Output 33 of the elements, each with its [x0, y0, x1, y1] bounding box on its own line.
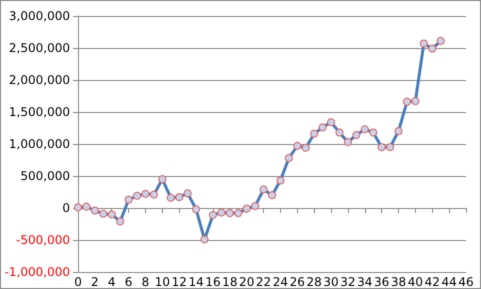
y-tick-label: 2,500,000 [8, 41, 70, 55]
x-tick-label: 42 [424, 275, 440, 289]
x-tick-label: 12 [172, 275, 187, 289]
x-tick-label: 36 [374, 275, 390, 289]
x-tick-label: 26 [290, 275, 305, 289]
x-tick-label: 40 [408, 275, 424, 289]
y-tick-label: -1,000,000 [4, 265, 70, 279]
x-tick-label: 18 [222, 275, 238, 289]
y-tick-label: 2,000,000 [8, 73, 70, 87]
x-tick-label: 44 [441, 275, 457, 289]
y-tick-label: 3,000,000 [8, 9, 70, 23]
x-tick-label: 46 [458, 275, 474, 289]
x-tick-label: 4 [108, 275, 116, 289]
x-tick-label: 16 [205, 275, 221, 289]
y-tick-label: 500,000 [20, 169, 70, 183]
x-tick-label: 6 [124, 275, 132, 289]
x-tick-label: 0 [74, 275, 82, 289]
x-tick-label: 10 [154, 275, 170, 289]
y-tick-label: 1,000,000 [8, 137, 70, 151]
x-tick-label: 32 [340, 275, 356, 289]
y-tick-label: 1,500,000 [8, 105, 70, 119]
x-tick-label: 28 [306, 275, 322, 289]
x-tick-label: 20 [239, 275, 254, 289]
x-tick-label: 14 [188, 275, 204, 289]
x-tick-label: 2 [91, 275, 99, 289]
x-tick-label: 38 [390, 275, 406, 289]
x-tick-label: 30 [323, 275, 339, 289]
x-tick-label: 22 [256, 275, 272, 289]
x-tick-label: 8 [142, 275, 150, 289]
y-tick-label: 0 [62, 201, 70, 215]
y-tick-label: -500,000 [16, 233, 70, 247]
x-tick-label: 24 [272, 275, 288, 289]
x-tick-label: 34 [357, 275, 372, 289]
